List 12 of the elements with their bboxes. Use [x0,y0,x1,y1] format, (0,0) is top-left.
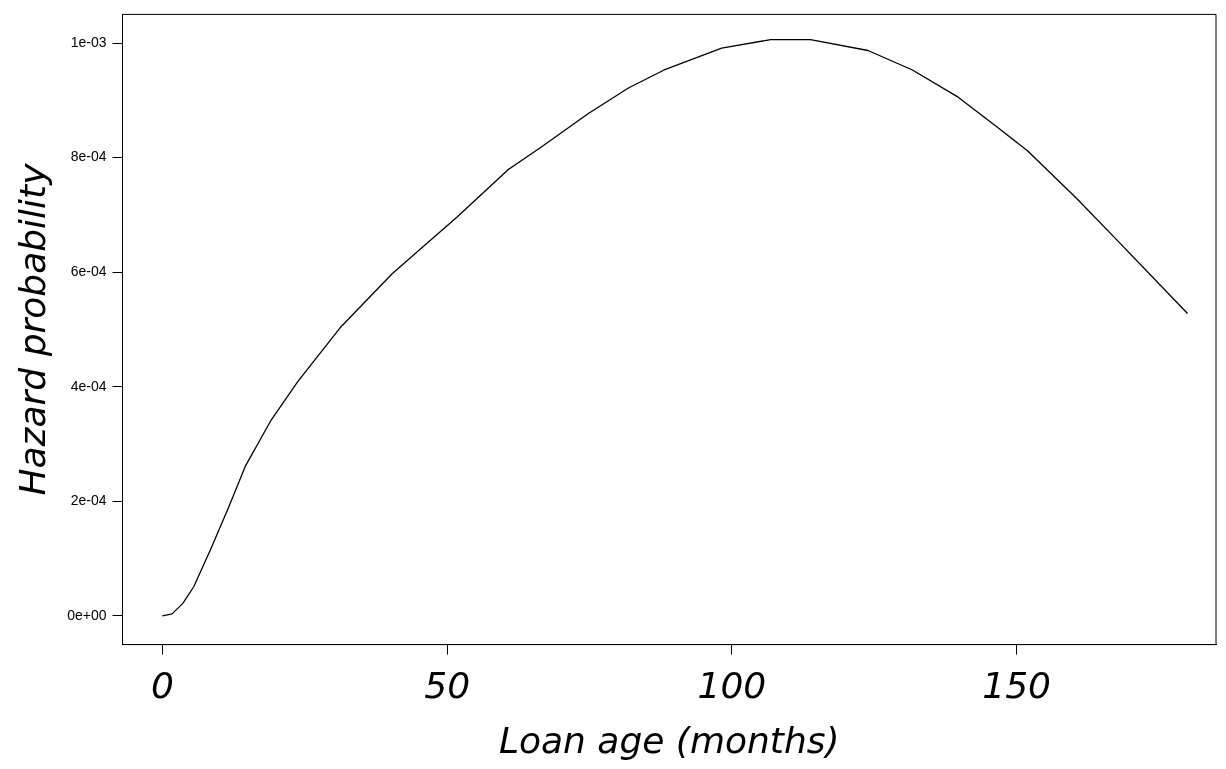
y-tick-label: 1e-03 [70,33,107,50]
y-tick-label: 0e+00 [67,606,107,623]
y-tick-label: 6e-04 [70,263,107,280]
x-axis-title: Loan age (months) [498,719,840,761]
x-tick-label: 100 [697,664,767,706]
x-tick-label: 150 [982,664,1052,706]
x-tick-label: 50 [424,664,471,706]
y-tick-label: 4e-04 [70,377,107,394]
y-tick-label: 2e-04 [70,492,107,509]
y-axis-title: Hazard probability [11,162,53,496]
x-tick-label: 0 [150,664,174,706]
y-tick-label: 8e-04 [70,148,107,165]
